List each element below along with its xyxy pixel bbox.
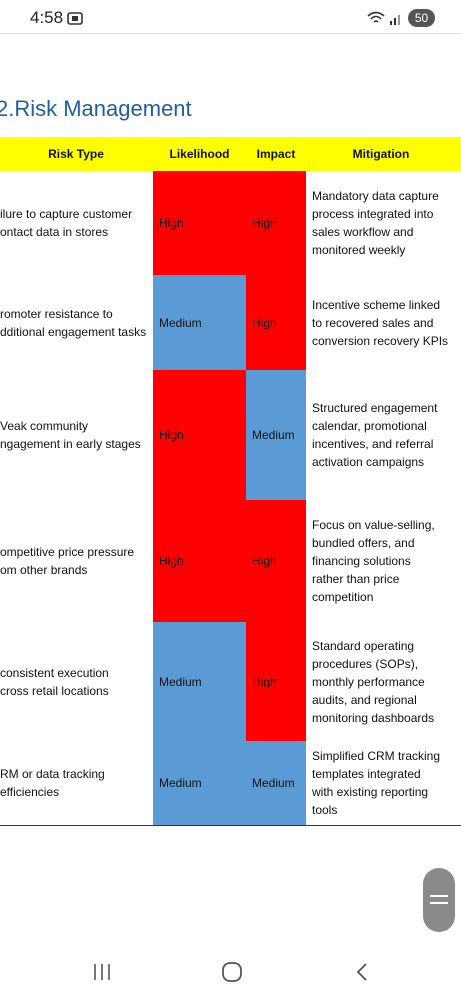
cell [306, 622, 457, 742]
cell [153, 741, 247, 826]
header-cell-text: Likelihood [169, 147, 230, 161]
cell [0, 622, 154, 742]
screenshot-icon [67, 12, 83, 25]
back-button[interactable] [356, 963, 367, 981]
risk-line: ngagement in early stages [0, 437, 141, 451]
cell [0, 500, 154, 623]
cell [153, 500, 247, 623]
scroll-handle[interactable] [423, 868, 455, 932]
impact-level: High [252, 315, 277, 330]
risk-line: RM or data tracking [0, 767, 105, 781]
mitigation-line: bundled offers, and [312, 536, 415, 550]
risk-line: om other brands [0, 563, 88, 577]
mitigation-line: incentives, and referral [312, 437, 434, 451]
likelihood-level: Medium [159, 315, 202, 330]
mitigation-line: calendar, promotional [312, 419, 427, 433]
mitigation-line: monitored weekly [312, 243, 406, 257]
cell [456, 171, 461, 276]
impact-level: High [252, 554, 277, 568]
mitigation-line: sales workflow and [312, 225, 414, 239]
signal-icons [367, 11, 400, 25]
mitigation-line: financing solutions [312, 554, 411, 568]
mitigation-line: monitoring dashboards [312, 710, 435, 725]
cell [246, 137, 307, 172]
header-cell-text: Mitigation [352, 147, 410, 161]
cell [306, 275, 457, 371]
cell [306, 171, 457, 276]
cell [306, 500, 457, 623]
risk-line: ilure to capture customer [0, 207, 133, 221]
mitigation-line: tools [312, 803, 338, 817]
cell [456, 275, 461, 371]
cell [0, 370, 154, 501]
home-button[interactable] [222, 962, 242, 982]
mitigation-line: templates integrated [312, 767, 421, 781]
cell [456, 370, 461, 501]
recents-button[interactable] [94, 964, 110, 980]
mitigation-line: Standard operating [312, 638, 415, 653]
mitigation-line: procedures (SOPs), [312, 656, 419, 671]
mitigation-line: Focus on value-selling, [312, 518, 435, 532]
mitigation-line: conversion recovery KPIs [312, 333, 449, 348]
impact-level: Medium [252, 428, 295, 442]
cell [306, 137, 457, 172]
risk-line: consistent execution [0, 665, 109, 680]
cell [153, 137, 247, 172]
header-cell-text: Impact [256, 147, 296, 161]
header-cell-text: Risk Type [48, 147, 104, 161]
impact-level: High [252, 216, 277, 230]
mitigation-line: Incentive scheme linked [312, 297, 441, 312]
likelihood-level: Medium [159, 776, 202, 790]
cell [456, 622, 461, 742]
cell [456, 137, 461, 172]
mitigation-line: audits, and regional [312, 692, 417, 707]
mitigation-line: Structured engagement [312, 401, 438, 415]
mitigation-line: activation campaigns [312, 455, 425, 469]
likelihood-level: High [159, 428, 184, 442]
divider [0, 33, 461, 34]
risk-line: Veak community [0, 419, 89, 433]
mitigation-line: Simplified CRM tracking [312, 749, 441, 763]
battery: 50 [408, 9, 435, 27]
cell [456, 500, 461, 623]
impact-level: High [252, 674, 277, 689]
mitigation-line: process integrated into [312, 207, 434, 221]
likelihood-level: High [159, 216, 184, 230]
impact-level: Medium [252, 776, 295, 790]
mitigation-line: monthly performance [312, 674, 425, 689]
risk-line: romoter resistance to [0, 306, 113, 321]
cell [246, 741, 307, 826]
likelihood-level: Medium [159, 674, 202, 689]
mitigation-line: rather than price [312, 572, 400, 586]
risk-line: dditional engagement tasks [0, 324, 147, 339]
mitigation-line: with existing reporting [312, 785, 429, 799]
risk-line: cross retail locations [0, 683, 109, 698]
nav-bar [94, 962, 367, 982]
cell [153, 622, 247, 742]
cell [153, 171, 247, 276]
cell [246, 370, 307, 501]
time: 4:58 [30, 8, 64, 27]
risk-line: efficiencies [0, 785, 60, 799]
mitigation-line: to recovered sales and [312, 315, 434, 330]
mitigation-line: Mandatory data capture [312, 189, 439, 203]
cell [0, 741, 154, 826]
cell [456, 741, 461, 826]
risk-line: ontact data in stores [0, 225, 109, 239]
risk-line: ompetitive price pressure [0, 545, 135, 559]
cell [306, 741, 457, 826]
mitigation-line: competition [312, 590, 374, 604]
cell [306, 370, 457, 501]
likelihood-level: High [159, 554, 184, 568]
heading: 2.Risk Management [0, 96, 192, 121]
